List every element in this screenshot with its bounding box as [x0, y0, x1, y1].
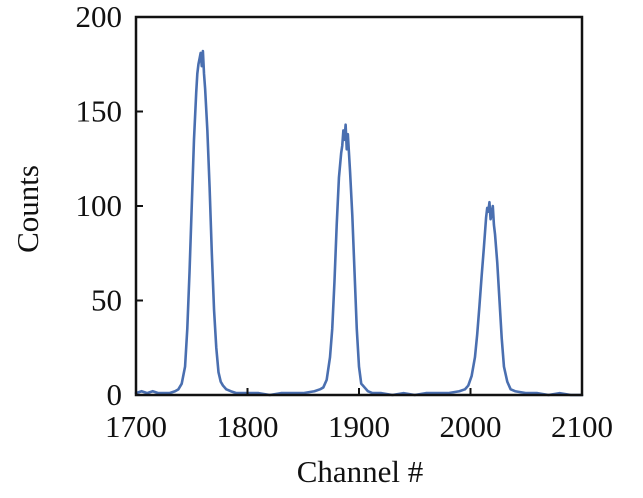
y-tick-label: 0 — [107, 377, 123, 412]
spectrum-series-line — [136, 51, 582, 395]
x-tick-label: 1900 — [328, 409, 390, 444]
x-tick-label: 2100 — [551, 409, 613, 444]
y-axis-label: Counts — [10, 165, 45, 253]
x-tick-label: 1800 — [217, 409, 279, 444]
x-tick-label: 1700 — [105, 409, 167, 444]
y-tick-label: 50 — [91, 283, 122, 318]
y-tick-label: 150 — [76, 94, 123, 129]
y-tick-label: 100 — [76, 188, 123, 223]
x-axis-label: Channel # — [297, 454, 424, 489]
y-tick-label: 200 — [76, 0, 123, 34]
x-tick-label: 2000 — [440, 409, 502, 444]
plot-area: 1700 1800 1900 2000 2100 0 50 100 150 200 — [76, 0, 614, 444]
